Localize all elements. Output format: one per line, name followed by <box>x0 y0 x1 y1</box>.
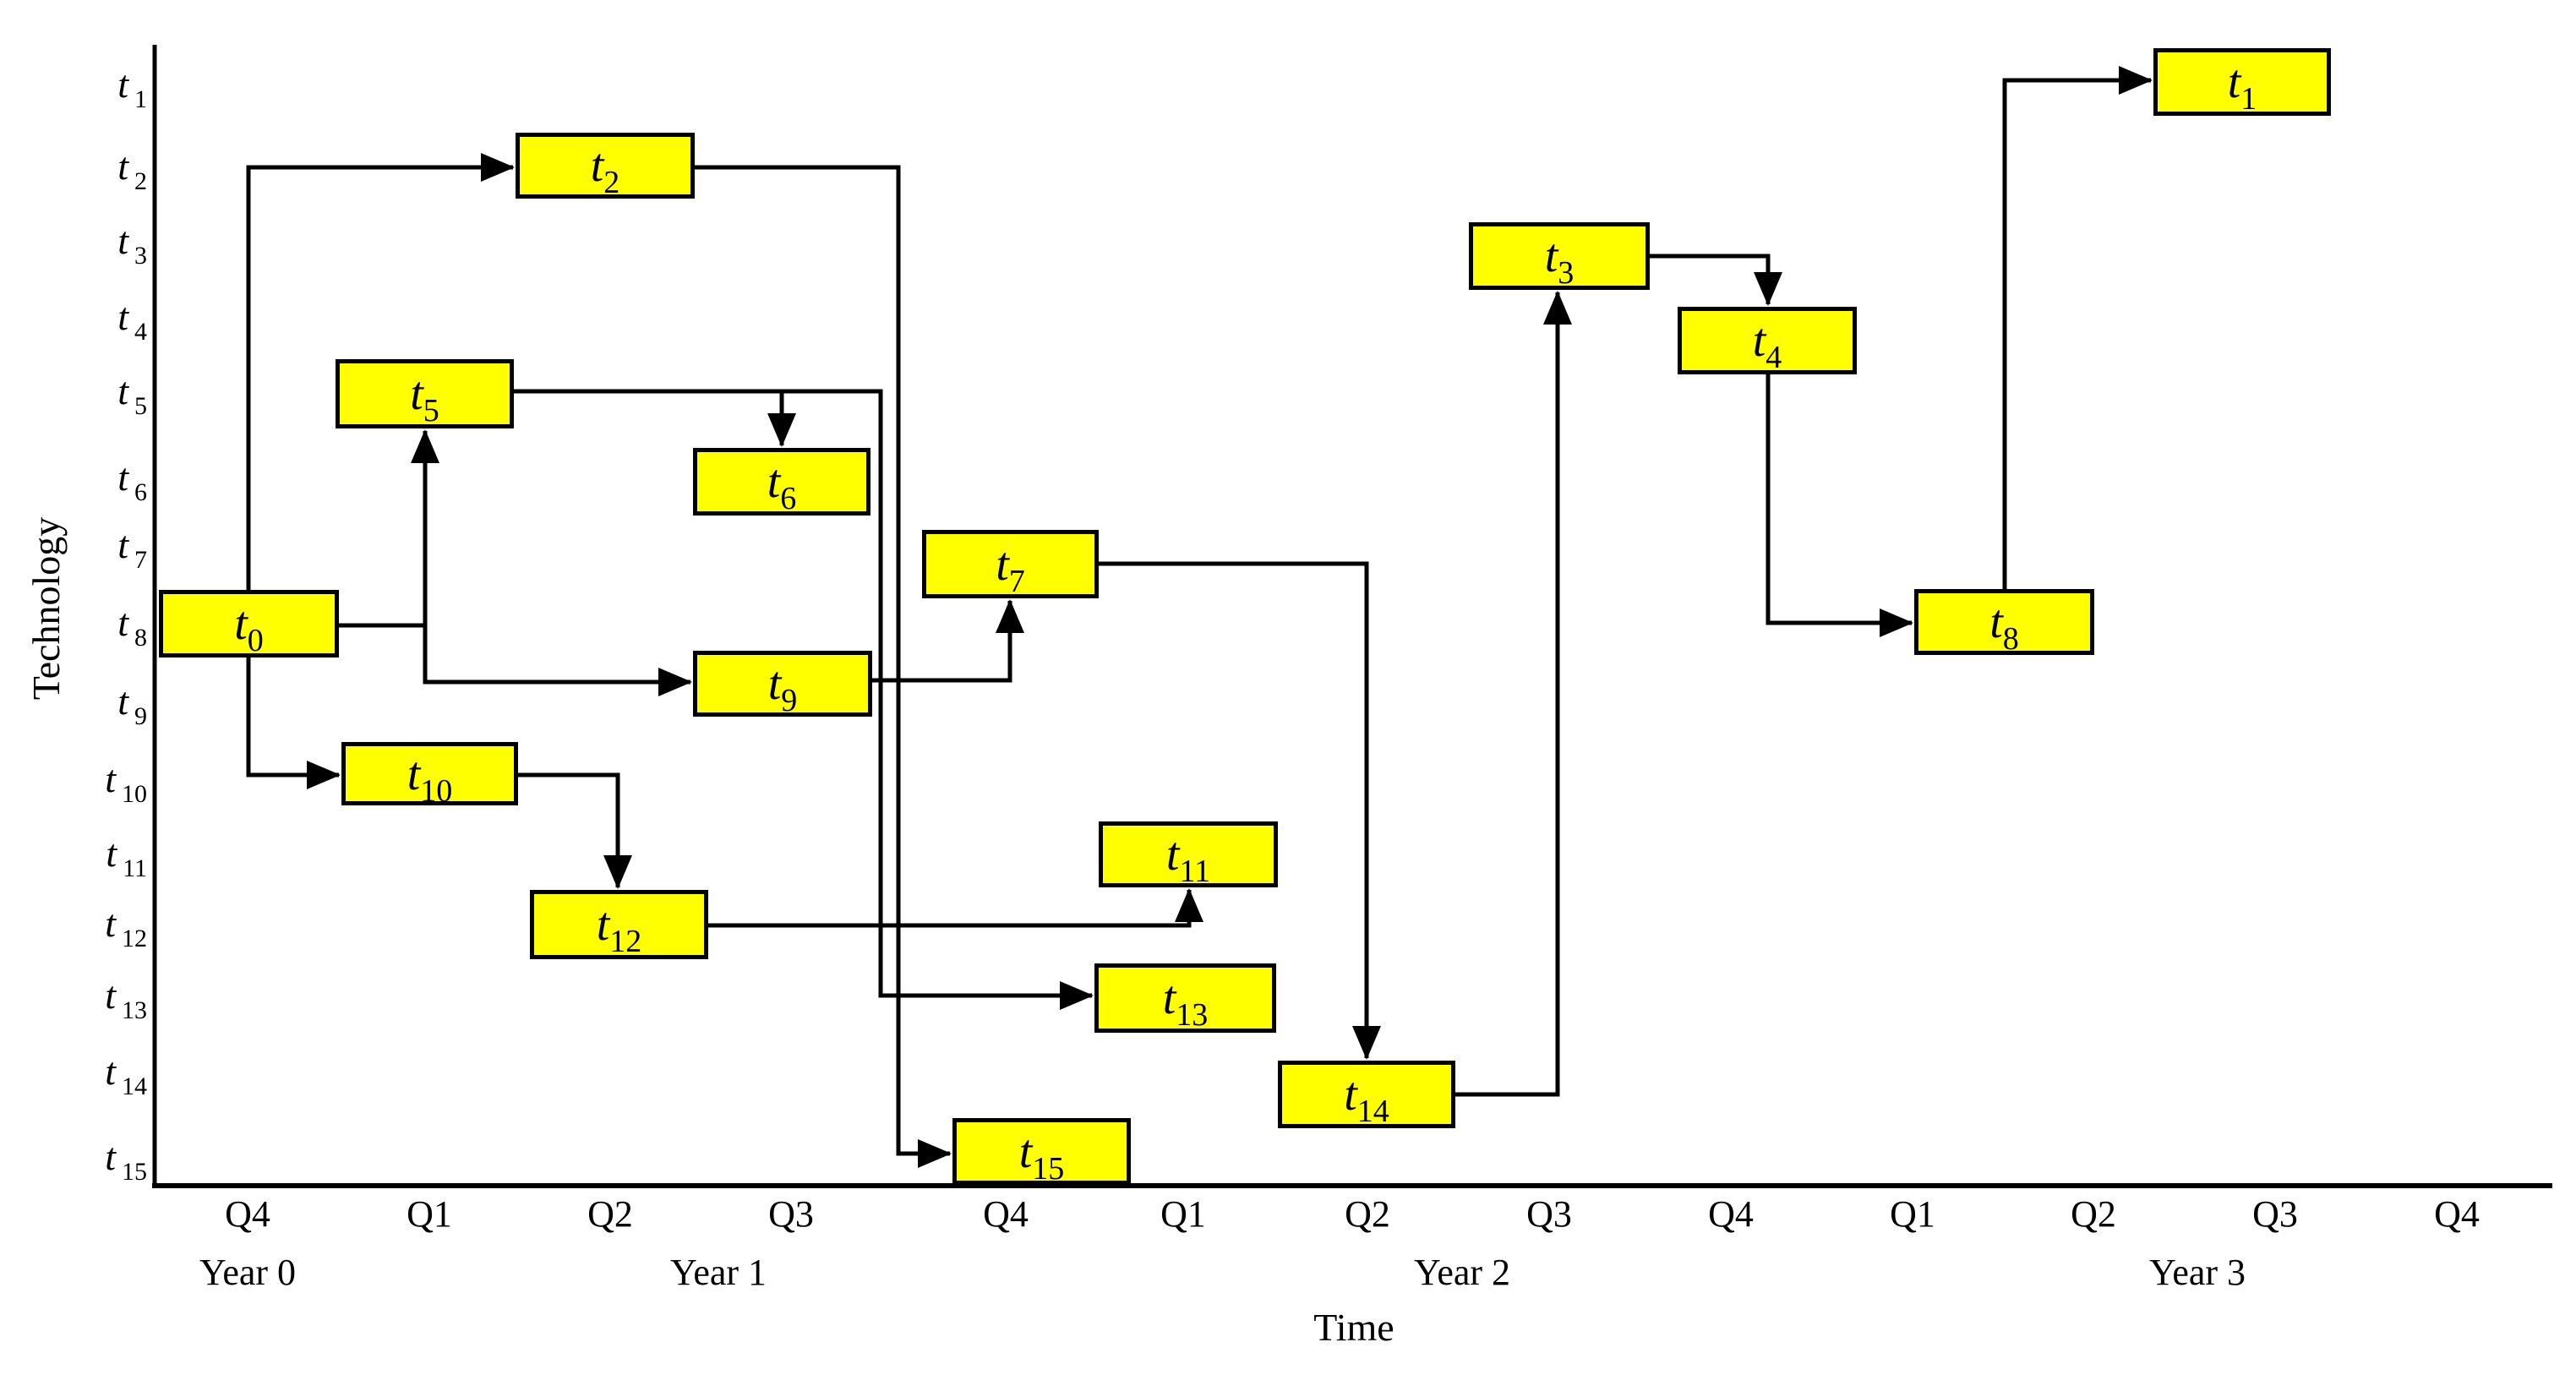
y-tick-label-t11: t 11 <box>106 832 147 882</box>
edge-t7-t14 <box>1099 561 1381 1060</box>
node-label-t4: t4 <box>1752 314 1782 375</box>
edge-t0-t9 <box>339 623 692 696</box>
node-t4: t4 <box>1678 307 1857 374</box>
edge-t14-t3 <box>1455 291 1572 1097</box>
node-label-t12: t12 <box>596 898 642 959</box>
node-label-t0: t0 <box>234 597 264 658</box>
edge-t3-t4 <box>1650 254 1782 306</box>
x-tick-label-11-Q3: Q3 <box>2252 1193 2298 1235</box>
node-t14: t14 <box>1278 1061 1455 1128</box>
x-tick-label-6-Q2: Q2 <box>1345 1193 1390 1235</box>
year-label-year-3: Year 3 <box>2148 1252 2246 1293</box>
year-label-year-1: Year 1 <box>669 1252 767 1293</box>
x-tick-label-10-Q2: Q2 <box>2071 1193 2116 1235</box>
year-label-year-2: Year 2 <box>1413 1252 1511 1293</box>
node-label-t7: t7 <box>996 537 1025 599</box>
y-tick-label-t13: t 13 <box>105 974 147 1024</box>
node-t1: t1 <box>2153 48 2331 116</box>
node-label-t11: t11 <box>1165 828 1211 889</box>
year-label-year-0: Year 0 <box>199 1252 297 1293</box>
node-label-t1: t1 <box>2227 56 2257 117</box>
node-t7: t7 <box>922 530 1099 598</box>
node-t6: t6 <box>693 448 870 516</box>
node-label-t8: t8 <box>1989 596 2019 657</box>
edge-t9-t7 <box>872 599 1024 683</box>
node-label-t9: t9 <box>767 657 798 718</box>
node-t3: t3 <box>1469 222 1650 290</box>
edge-t0-t10 <box>246 657 341 789</box>
node-label-t14: t14 <box>1344 1068 1389 1129</box>
node-label-t5: t5 <box>410 368 439 428</box>
node-label-t2: t2 <box>590 139 620 200</box>
x-tick-label-12-Q4: Q4 <box>2434 1193 2480 1235</box>
y-tick-label-t15: t 15 <box>105 1135 147 1186</box>
edge-t2-t15 <box>695 165 952 1168</box>
node-t10: t10 <box>341 742 518 809</box>
x-tick-label-5-Q1: Q1 <box>1160 1193 1206 1235</box>
edge-t0-t2 <box>246 153 515 590</box>
node-t12: t12 <box>530 890 708 959</box>
edge-t5-t6 <box>514 389 796 447</box>
node-label-t15: t15 <box>1018 1125 1065 1187</box>
node-t13: t13 <box>1094 963 1276 1033</box>
node-t15: t15 <box>952 1118 1131 1185</box>
edge-t0-t5 <box>339 429 439 628</box>
node-label-t3: t3 <box>1544 230 1575 291</box>
x-tick-label-7-Q3: Q3 <box>1526 1193 1572 1235</box>
edges-group <box>246 66 2153 1168</box>
x-tick-label-1-Q1: Q1 <box>407 1193 452 1235</box>
node-t2: t2 <box>516 133 695 199</box>
node-t9: t9 <box>693 651 872 717</box>
node-t11: t11 <box>1099 821 1278 887</box>
edge-t10-t12 <box>518 772 632 889</box>
x-tick-label-2-Q2: Q2 <box>587 1193 633 1235</box>
node-t5: t5 <box>336 359 514 428</box>
x-tick-label-0-Q4: Q4 <box>225 1193 270 1235</box>
x-tick-label-4-Q4: Q4 <box>983 1193 1029 1235</box>
y-axis-title: Technology <box>25 516 68 701</box>
x-tick-label-8-Q4: Q4 <box>1708 1193 1754 1235</box>
node-label-t13: t13 <box>1162 972 1209 1033</box>
edge-t5-t13 <box>514 389 1094 1010</box>
node-t8: t8 <box>1914 589 2094 655</box>
edge-t12-t11 <box>708 888 1203 928</box>
y-tick-label-t14: t 14 <box>105 1050 147 1100</box>
node-t0: t0 <box>159 590 339 657</box>
edge-t4-t8 <box>1766 374 1913 637</box>
x-tick-label-3-Q3: Q3 <box>768 1193 814 1235</box>
node-label-t10: t10 <box>407 747 453 809</box>
y-tick-label-t12: t 12 <box>105 902 147 952</box>
edge-t8-t1 <box>2002 66 2153 589</box>
y-tick-label-t10: t 10 <box>105 757 147 808</box>
x-tick-label-9-Q1: Q1 <box>1890 1193 1935 1235</box>
x-axis-title: Time <box>1313 1306 1394 1349</box>
node-label-t6: t6 <box>767 456 797 516</box>
